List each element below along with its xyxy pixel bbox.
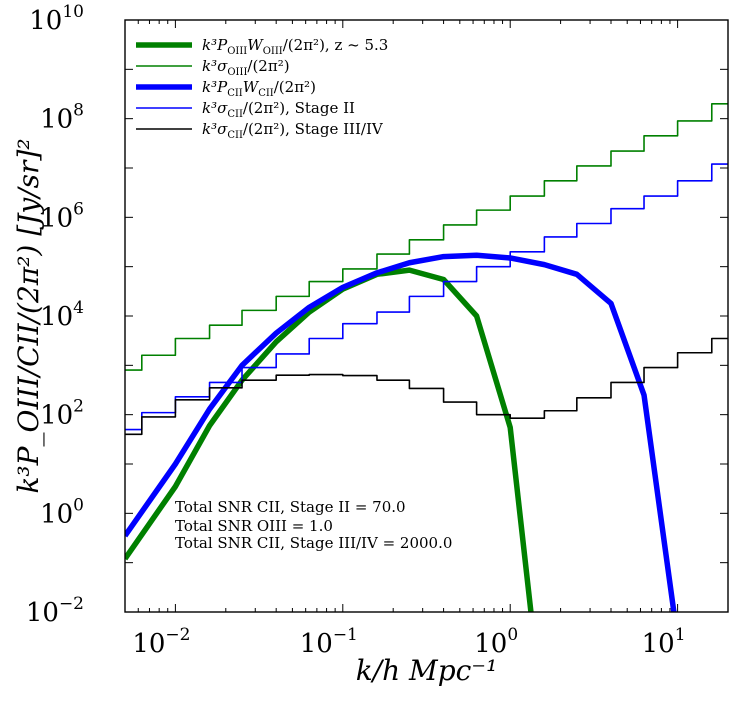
legend-label-3: k³σCII/(2π²), Stage II bbox=[202, 99, 355, 120]
labels-layer: 10−2 10−1 100 101 10−2 100 102 104 106 108 1010 k/h… bbox=[12, 2, 686, 687]
snr-annotation-0: Total SNR CII, Stage II = 70.0 bbox=[175, 498, 406, 516]
x-axis-title: k/h Mpc⁻¹ bbox=[356, 654, 498, 687]
y-axis-title: k³P_OIII/CII/(2π²) [Jy/sr]² bbox=[12, 138, 45, 493]
y-tick-label: 10−2 bbox=[26, 594, 84, 628]
series-line-4 bbox=[125, 337, 728, 436]
x-tick-label: 10−2 bbox=[132, 625, 190, 659]
y-tick-label: 108 bbox=[40, 101, 84, 135]
legend-label-1: k³σOIII/(2π²) bbox=[202, 57, 290, 78]
snr-annotation-2: Total SNR CII, Stage III/IV = 2000.0 bbox=[175, 534, 452, 552]
legend-label-0: k³POIIIWOIII/(2π²), z ~ 5.3 bbox=[202, 36, 388, 57]
legend-label-4: k³σCII/(2π²), Stage III/IV bbox=[202, 120, 384, 141]
legend-label-2: k³PCIIWCII/(2π²) bbox=[202, 78, 316, 99]
y-tick-label: 102 bbox=[40, 397, 84, 431]
y-tick-label: 100 bbox=[40, 495, 84, 529]
snr-annotation-1: Total SNR OIII = 1.0 bbox=[175, 517, 333, 535]
axes-layer bbox=[124, 19, 729, 613]
y-tick-label: 104 bbox=[40, 298, 84, 332]
x-tick-label: 101 bbox=[642, 625, 686, 659]
x-tick-label: 10−1 bbox=[300, 625, 358, 659]
legend: k³POIIIWOIII/(2π²), z ~ 5.3k³σOIII/(2π²)… bbox=[136, 36, 388, 141]
series-layer bbox=[125, 103, 728, 612]
x-tick-label: 100 bbox=[474, 625, 518, 659]
series-line-2 bbox=[125, 252, 677, 612]
y-tick-label: 106 bbox=[40, 199, 84, 233]
series-line-0 bbox=[125, 267, 534, 612]
series-line-1 bbox=[125, 103, 728, 371]
y-tick-label: 1010 bbox=[29, 2, 84, 36]
series-line-3 bbox=[125, 163, 728, 431]
